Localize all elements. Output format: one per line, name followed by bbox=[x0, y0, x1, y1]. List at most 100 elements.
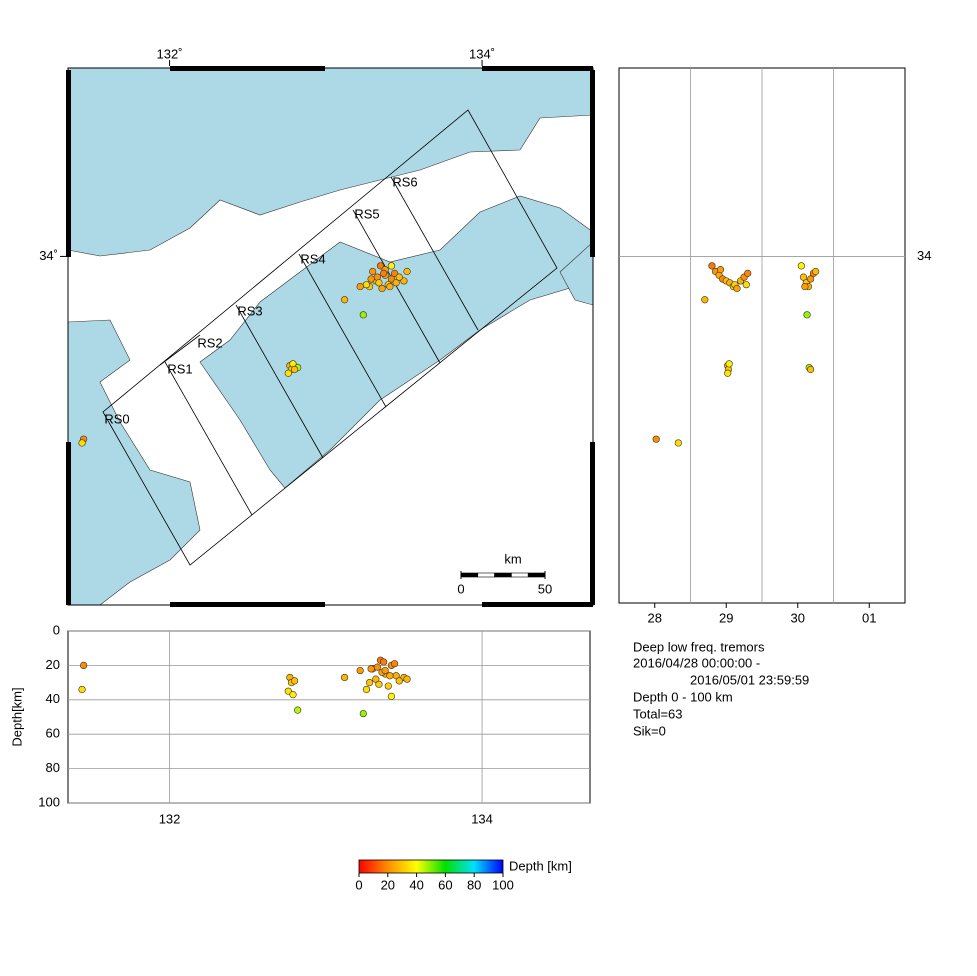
scale-segment bbox=[460, 572, 479, 578]
x-tick-label: 29 bbox=[719, 610, 733, 625]
event-map bbox=[340, 296, 349, 304]
event-time bbox=[708, 262, 716, 270]
event-map bbox=[387, 275, 396, 283]
frame-bar bbox=[66, 442, 71, 605]
frame-bar bbox=[170, 66, 325, 71]
region-divider bbox=[164, 361, 253, 516]
map-fancy-frame bbox=[66, 66, 595, 607]
event-depth bbox=[359, 709, 367, 718]
event-map bbox=[390, 269, 399, 277]
colorbar-tick-label: 20 bbox=[381, 877, 395, 892]
event-depth bbox=[340, 673, 349, 682]
event-depth bbox=[365, 678, 374, 687]
event-depth bbox=[290, 677, 299, 685]
event-time bbox=[807, 275, 815, 283]
region-label: RS2 bbox=[197, 335, 222, 350]
event-map bbox=[369, 267, 377, 276]
y-tick-label: 0 bbox=[53, 622, 60, 637]
info-line: Total=63 bbox=[633, 706, 683, 721]
frame-bar bbox=[482, 602, 593, 607]
scale-segment bbox=[527, 572, 546, 578]
colorbar-label: Depth [km] bbox=[509, 858, 572, 873]
event-depth bbox=[403, 675, 411, 683]
region-divider bbox=[298, 253, 387, 408]
region-divider bbox=[159, 334, 201, 366]
event-time bbox=[724, 369, 732, 377]
event-time bbox=[701, 296, 709, 304]
event-depth bbox=[373, 663, 381, 671]
region-divider bbox=[390, 176, 479, 331]
event-depth bbox=[367, 665, 375, 673]
event-map bbox=[359, 311, 367, 319]
event-time bbox=[797, 262, 805, 270]
lon-tick-label: 134˚ bbox=[469, 46, 495, 61]
frame-bar bbox=[590, 70, 595, 257]
kii bbox=[559, 241, 593, 306]
info-line: Sik=0 bbox=[633, 723, 666, 738]
colorbar-tick-label: 100 bbox=[492, 877, 514, 892]
y-tick-label: 80 bbox=[46, 760, 60, 775]
event-depth bbox=[395, 677, 403, 685]
y-tick-label: 20 bbox=[46, 657, 60, 672]
depth-frame bbox=[67, 630, 591, 804]
info-line: Depth 0 - 100 km bbox=[633, 689, 733, 704]
region-boxes bbox=[102, 109, 558, 566]
colorbar-tick-label: 80 bbox=[467, 877, 481, 892]
x-tick-label: 01 bbox=[862, 610, 876, 625]
event-map bbox=[403, 267, 411, 276]
region-label: RS5 bbox=[354, 206, 379, 221]
info-line: 2016/04/28 00:00:00 - bbox=[633, 655, 760, 670]
colorbar-tick-label: 40 bbox=[409, 877, 423, 892]
map-panel bbox=[66, 66, 595, 607]
region-label: RS4 bbox=[300, 251, 325, 266]
event-map bbox=[376, 262, 385, 270]
map-frame bbox=[67, 67, 594, 606]
event-depth bbox=[78, 685, 86, 694]
event-time bbox=[801, 282, 809, 291]
scale-unit: km bbox=[504, 551, 521, 566]
event-depth bbox=[372, 675, 380, 683]
event-time bbox=[716, 266, 725, 274]
event-depth bbox=[294, 706, 302, 714]
event-map bbox=[362, 281, 371, 289]
lon-tick-label: 132˚ bbox=[157, 46, 183, 61]
region-outline bbox=[102, 109, 558, 566]
event-map bbox=[290, 365, 299, 374]
event-time bbox=[799, 273, 808, 281]
scale-segment bbox=[494, 572, 512, 578]
info-block: Deep low freq. tremors 2016/04/28 00:00:… bbox=[633, 639, 809, 738]
event-map bbox=[367, 275, 375, 283]
event-map bbox=[356, 282, 364, 291]
event-depth bbox=[390, 660, 399, 668]
event-depth bbox=[384, 682, 392, 690]
depth-axis-label: Depth[km] bbox=[9, 687, 24, 746]
event-depth bbox=[289, 691, 297, 699]
y-tick-label: 40 bbox=[46, 691, 60, 706]
event-time bbox=[812, 267, 820, 276]
event-map bbox=[284, 369, 292, 377]
frame-bar bbox=[66, 70, 71, 257]
scale-tick-label: 0 bbox=[457, 581, 464, 596]
scale-segment bbox=[477, 572, 495, 578]
event-map bbox=[392, 279, 400, 287]
event-depth bbox=[375, 680, 383, 688]
region-divider bbox=[235, 304, 324, 459]
frame-bar bbox=[590, 442, 595, 605]
scale-tick-label: 50 bbox=[538, 581, 552, 596]
event-time bbox=[744, 269, 752, 277]
event-depth bbox=[362, 685, 371, 694]
event-map bbox=[400, 277, 408, 285]
info-line: Deep low freq. tremors bbox=[633, 639, 765, 654]
event-time bbox=[725, 360, 733, 368]
x-tick-label: 30 bbox=[791, 610, 805, 625]
event-time bbox=[733, 284, 741, 293]
event-map bbox=[395, 273, 403, 281]
event-time bbox=[803, 311, 811, 319]
event-map bbox=[78, 439, 86, 447]
event-map bbox=[380, 269, 388, 277]
depth-panel: Depth[km] bbox=[9, 630, 591, 804]
region-divider bbox=[352, 209, 441, 364]
event-time bbox=[652, 435, 660, 443]
event-time bbox=[807, 365, 815, 374]
